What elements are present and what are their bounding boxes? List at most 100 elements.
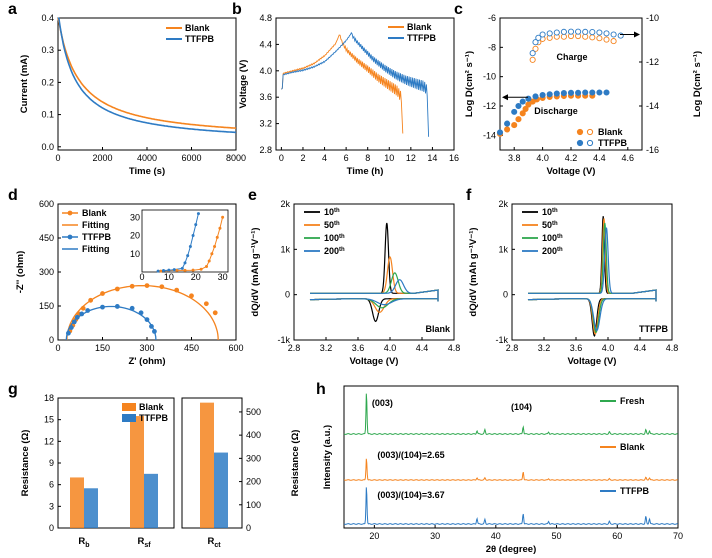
y-tick-label: 0 (503, 290, 508, 300)
data-point-ttfpb (504, 120, 511, 127)
y-axis-label: -Z'' (ohm) (15, 251, 26, 294)
panel-label: g (8, 381, 18, 398)
legend-sup: th (334, 208, 340, 214)
legend-sup: th (557, 234, 563, 240)
data-point-ttfpb (515, 102, 522, 110)
legend-label: Blank (185, 23, 211, 33)
inset-y-tick: 30 (130, 212, 140, 222)
plot-frame (275, 17, 455, 151)
legend-label: Fitting (82, 244, 110, 254)
inset-point-ttfpb (191, 234, 195, 238)
data-point-blank (511, 122, 518, 129)
data-point-blank (596, 35, 603, 42)
category-sub: ct (214, 542, 221, 549)
legend-marker (586, 139, 594, 147)
panel-g: 0 3 6 9 12 15 18 0 100 200 300 400 500 Rb Rsf Rct BlankT… (8, 381, 301, 549)
fitting-curve (65, 305, 157, 341)
data-point-ttfpb (529, 50, 536, 57)
panel-label: b (232, 1, 242, 18)
y-tick-label: -16 (646, 145, 659, 155)
y-tick-label: 4.4 (259, 39, 272, 49)
legend-label: Blank (620, 442, 646, 452)
y-tick-label: 9 (49, 458, 54, 468)
panel-label: h (316, 381, 326, 398)
y-tick-label: 3 (49, 501, 54, 511)
legend-label: TTFPB (598, 138, 627, 148)
y-tick-label: 200 (246, 477, 261, 487)
panel-e: 2.8 3.2 3.6 4.0 4.4 4.8 -1k 0 1k 2k 10th 50th 100th 2… (248, 187, 460, 367)
y-tick-label: -6 (488, 13, 496, 23)
legend-marker (67, 234, 73, 240)
data-point-blank (522, 105, 529, 112)
bar-ttfpb-rb (84, 488, 98, 528)
x-tick-label: 60 (612, 531, 622, 541)
x-tick-label: 4000 (137, 153, 157, 163)
series-line-blank (281, 34, 404, 134)
data-point-ttfpb (560, 90, 567, 97)
x-tick-label: 4.4 (634, 343, 647, 353)
inset-point-ttfpb (196, 212, 200, 216)
legend-label: Blank (598, 127, 624, 137)
y-tick-label: -14 (483, 130, 496, 140)
data-point-ttfpb (589, 29, 596, 36)
data-point-ttfpb (553, 90, 560, 97)
inset-point-blank (199, 267, 203, 271)
y-tick-label: 1k (280, 244, 290, 254)
y-tick-label: -10 (483, 72, 496, 82)
y-tick-label: 0.3 (41, 45, 54, 55)
x-tick-label: 40 (491, 531, 501, 541)
y-axis-label: Intensity (a.u.) (322, 425, 333, 489)
x-tick-label: 8000 (226, 153, 246, 163)
arrow-right-head (634, 31, 640, 38)
y-tick-label: 600 (39, 199, 54, 209)
inset-y-tick: 10 (130, 249, 140, 259)
x-tick-label: 450 (184, 343, 199, 353)
legend-label: 100th (324, 233, 345, 243)
panel-d: 0 150 300 450 6000150300450600BlankFittingTT… (8, 187, 244, 367)
inset-point-ttfpb (180, 266, 184, 270)
series-line-100th (309, 272, 439, 309)
data-point-ttfpb (546, 91, 553, 98)
panel-label: a (8, 1, 17, 18)
x-tick-label: 4.4 (593, 153, 606, 163)
inset-point-blank (183, 268, 187, 272)
x-axis-label: Voltage (V) (350, 356, 399, 367)
data-point-blank (525, 101, 532, 108)
data-point-blank (203, 301, 209, 307)
y-tick-label: 15 (44, 415, 54, 425)
inset-point-ttfpb (156, 269, 160, 273)
y-tick-label: 500 (246, 407, 261, 417)
bar-blank-rsf (130, 416, 144, 528)
y2-axis-label: Resistance (Ω) (290, 430, 301, 497)
series-line-blank (343, 458, 678, 481)
x-tick-label: 4.0 (536, 153, 549, 163)
y-tick-label: -1k (495, 335, 508, 345)
x-tick-label: 0 (55, 153, 60, 163)
data-point-ttfpb (575, 89, 582, 96)
legend-marker (576, 139, 584, 147)
data-point-ttfpb (582, 89, 589, 96)
data-point-blank (610, 38, 617, 45)
data-point-ttfpb (567, 89, 575, 96)
y-tick-label: 450 (39, 233, 54, 243)
plot-frame (511, 203, 673, 341)
x-axis-label: Time (h) (347, 166, 384, 177)
legend-marker (586, 128, 594, 136)
x-axis-label: Voltage (V) (568, 356, 617, 367)
annotation-ratio-ttfpb: (003)/(104)=3.67 (377, 490, 444, 500)
fitting-curve (66, 284, 219, 341)
y-tick-label: -8 (488, 42, 496, 52)
inset-point-ttfpb (167, 268, 171, 272)
legend-sup: th (339, 247, 345, 253)
inset-point-blank (218, 226, 222, 230)
panel-annotation: Blank (425, 324, 451, 334)
data-point-ttfpb (603, 30, 610, 37)
panel-c: 3.8 4.0 4.2 4.4 4.6 -14 -12 -10 -8 -6 -16 -14 -12 -10… (454, 1, 703, 177)
x-tick-label: 3.2 (320, 343, 333, 353)
data-point-ttfpb (535, 34, 542, 41)
legend-label: 50th (542, 220, 558, 230)
legend-label: TTFPB (139, 413, 168, 423)
series-line-200th (309, 279, 439, 306)
x-tick-label: 300 (139, 343, 154, 353)
